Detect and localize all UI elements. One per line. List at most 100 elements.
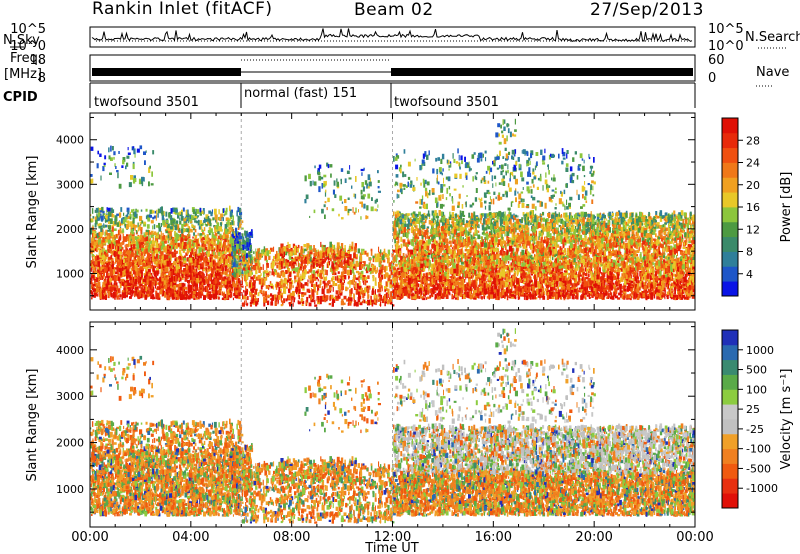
power-cell [191, 285, 194, 291]
power-cell [200, 240, 204, 243]
power-cell [159, 241, 162, 245]
power-cell [132, 265, 136, 272]
power-cell [110, 230, 113, 236]
power-cell [107, 280, 110, 286]
power-cell [545, 290, 549, 296]
freq-ytick-top-right: 60 [708, 53, 725, 68]
power-cell [354, 245, 357, 250]
power-cell [351, 264, 355, 269]
power-cell [196, 279, 199, 283]
power-cell [166, 260, 170, 267]
power-cell [217, 252, 221, 256]
power-cell [200, 247, 203, 252]
power-cell [123, 287, 127, 291]
power-cell [310, 283, 314, 287]
power-cell [341, 201, 344, 204]
power-cell [176, 263, 180, 270]
power-cell [207, 251, 210, 257]
power-cell [384, 301, 386, 307]
power-cell [125, 236, 127, 240]
power-cell [121, 290, 125, 293]
power-cell [103, 267, 107, 273]
power-cell [110, 293, 112, 297]
power-cell [136, 271, 139, 275]
power-cell [308, 173, 311, 180]
power-cell [251, 256, 254, 260]
power-cell [176, 289, 179, 292]
power-cell [188, 239, 192, 242]
power-cell [351, 267, 355, 274]
power-cell [364, 276, 368, 280]
power-cell [263, 299, 267, 303]
power-cell [248, 238, 251, 244]
power-cell [128, 237, 131, 242]
power-cell [248, 242, 250, 248]
power-cell [219, 254, 222, 258]
power-cell [139, 292, 141, 297]
power-cell [185, 213, 190, 217]
power-cell [102, 282, 104, 288]
power-cell [321, 288, 325, 295]
power-cell [309, 274, 312, 281]
power-cell [233, 247, 237, 251]
power-cell [225, 228, 228, 234]
power-cell [151, 291, 153, 295]
power-cell [361, 172, 363, 176]
power-cell [195, 208, 197, 213]
power-cell [124, 244, 126, 248]
power-cell [129, 296, 132, 299]
power-cell [161, 240, 164, 244]
power-cell [227, 249, 230, 253]
power-cell [119, 282, 122, 289]
power-cell [375, 198, 378, 203]
power-cell [191, 256, 195, 261]
power-cell [156, 282, 159, 285]
noise-ytick-top: 10^5 [10, 22, 46, 37]
power-cell [293, 297, 295, 303]
power-cell [136, 148, 140, 153]
power-cell [218, 292, 221, 296]
power-cell [157, 231, 159, 236]
power-cell [177, 243, 180, 247]
power-cell [336, 178, 338, 183]
power-cell [121, 165, 124, 168]
power-cell [143, 234, 147, 237]
power-cell [131, 273, 133, 279]
power-cell [375, 269, 377, 274]
power-cell [102, 275, 105, 279]
power-cell [253, 251, 255, 255]
power-cell [299, 253, 301, 257]
power-cell [90, 146, 94, 151]
power-cell [195, 277, 198, 284]
power-cell [229, 251, 233, 257]
power-cell [229, 214, 232, 220]
noise-sky-line [91, 28, 693, 43]
power-cell [347, 250, 350, 255]
power-cell [274, 283, 278, 288]
power-cell [113, 241, 116, 246]
power-cell [140, 244, 144, 248]
power-cell [378, 283, 381, 288]
power-cell [180, 293, 184, 298]
power-cell [191, 266, 193, 272]
power-cell [325, 283, 328, 288]
power-cell [289, 249, 293, 252]
power-cell [97, 150, 99, 155]
power-cell [340, 250, 342, 255]
power-cell [346, 170, 350, 174]
power-cell [300, 259, 302, 262]
power-cell [289, 292, 293, 299]
power-cell [263, 250, 266, 256]
power-cell [103, 294, 106, 299]
power-cell [108, 155, 111, 160]
power-cell [104, 214, 109, 221]
power-cell [211, 232, 214, 238]
power-cell [330, 251, 333, 256]
power-cell [178, 258, 181, 264]
power-cell [374, 281, 377, 286]
power-cell [309, 249, 311, 255]
power-cell [250, 276, 254, 280]
power-cell [161, 245, 163, 252]
power-cell [306, 254, 309, 260]
power-cell [363, 266, 365, 270]
